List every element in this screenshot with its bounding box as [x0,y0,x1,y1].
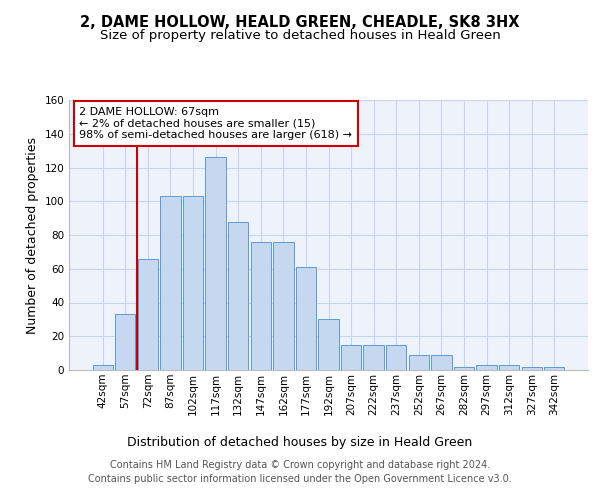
Text: 2 DAME HOLLOW: 67sqm
← 2% of detached houses are smaller (15)
98% of semi-detach: 2 DAME HOLLOW: 67sqm ← 2% of detached ho… [79,107,352,140]
Bar [251,242,271,370]
Text: Distribution of detached houses by size in Heald Green: Distribution of detached houses by size … [127,436,473,449]
Bar [364,344,384,370]
Bar [409,355,429,370]
Bar [386,344,406,370]
Bar [183,196,203,370]
Bar [160,196,181,370]
Bar [454,366,474,370]
Bar [273,242,293,370]
Bar [499,365,519,370]
Bar [205,158,226,370]
Bar [115,314,136,370]
Bar [544,366,565,370]
Bar [296,267,316,370]
Bar [138,258,158,370]
Bar [228,222,248,370]
Text: 2, DAME HOLLOW, HEALD GREEN, CHEADLE, SK8 3HX: 2, DAME HOLLOW, HEALD GREEN, CHEADLE, SK… [80,15,520,30]
Bar [319,320,338,370]
Bar [431,355,452,370]
Text: Size of property relative to detached houses in Heald Green: Size of property relative to detached ho… [100,30,500,43]
Bar [92,365,113,370]
Bar [521,366,542,370]
Bar [341,344,361,370]
Y-axis label: Number of detached properties: Number of detached properties [26,136,39,334]
Bar [476,365,497,370]
Text: Contains HM Land Registry data © Crown copyright and database right 2024.
Contai: Contains HM Land Registry data © Crown c… [88,460,512,484]
